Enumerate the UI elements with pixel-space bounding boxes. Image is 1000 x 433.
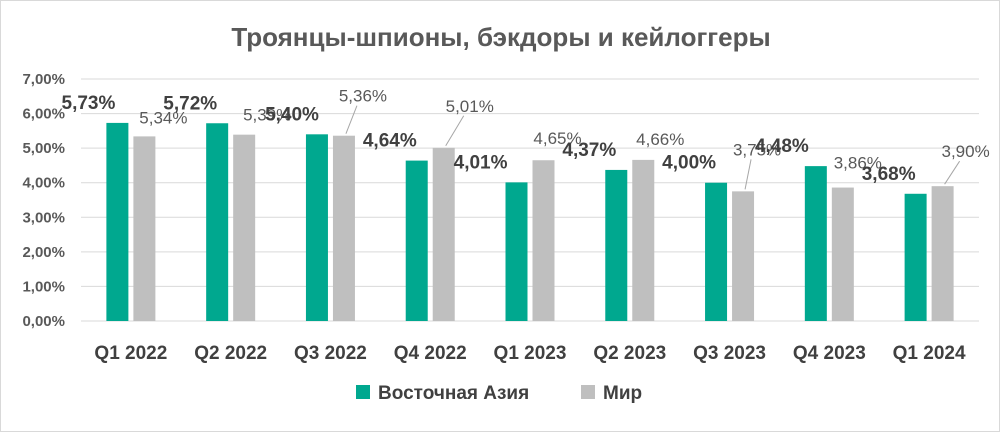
bar-world (532, 160, 555, 321)
x-tick-label: Q4 2023 (793, 343, 866, 364)
legend: Восточная Азия Мир (356, 383, 642, 404)
x-tick-label: Q2 2023 (593, 343, 666, 364)
x-axis: Q1 2022 Q2 2022 Q3 2022 Q4 2022 Q1 2023 Q2 20… (94, 343, 966, 364)
bar-east-asia (904, 193, 927, 321)
chart-title: Троянцы-шпионы, бэкдоры и кейлоггеры (231, 22, 770, 52)
bar-east-asia (505, 182, 528, 321)
bars (106, 122, 954, 321)
data-label-world: 3,86% (834, 154, 882, 173)
leader-line (744, 159, 752, 190)
y-tick-label: 1,00% (22, 278, 65, 295)
bar-world (732, 191, 755, 321)
bar-east-asia (305, 134, 328, 321)
x-tick-label: Q3 2023 (693, 343, 766, 364)
bar-world (432, 147, 455, 321)
bar-world (133, 136, 156, 321)
data-label-world: 3,90% (942, 142, 990, 161)
bar-east-asia (804, 166, 827, 321)
legend-label-world: Мир (603, 383, 642, 404)
bar-world (831, 187, 854, 321)
data-label-world: 3,75% (733, 140, 781, 159)
bar-east-asia (605, 169, 628, 321)
data-label-world: 5,01% (446, 97, 494, 116)
legend-swatch-east-asia (356, 385, 370, 399)
data-label-world: 4,65% (533, 129, 581, 148)
x-tick-label: Q1 2022 (94, 343, 167, 364)
data-label-east-asia: 4,01% (454, 152, 508, 173)
data-label-east-asia: 3,68% (862, 164, 916, 185)
bar-world (931, 186, 954, 321)
y-tick-label: 2,00% (22, 244, 65, 261)
data-label-east-asia: 4,48% (755, 136, 809, 157)
bar-world (332, 135, 355, 321)
x-tick-label: Q1 2024 (893, 343, 966, 364)
y-tick-label: 5,00% (22, 140, 65, 157)
leader-line (345, 105, 358, 134)
data-label-world: 5,34% (139, 108, 187, 127)
leader-line (445, 115, 465, 147)
data-label-east-asia: 5,40% (265, 104, 319, 125)
gridlines (81, 78, 979, 322)
y-tick-label: 6,00% (22, 106, 65, 123)
y-tick-label: 0,00% (22, 313, 65, 330)
legend-swatch-world (581, 385, 595, 399)
data-label-east-asia: 4,00% (662, 153, 716, 174)
bar-east-asia (705, 182, 728, 321)
data-label-east-asia: 5,72% (163, 93, 217, 114)
x-tick-label: Q3 2022 (294, 343, 367, 364)
bar-world (632, 159, 655, 321)
y-tick-label: 7,00% (22, 71, 65, 88)
bar-world (233, 134, 256, 321)
bar-east-asia (206, 123, 229, 321)
leader-line (944, 160, 961, 185)
data-label-east-asia: 4,37% (562, 140, 616, 161)
y-axis: 0,00% 1,00% 2,00% 3,00% 4,00% 5,00% 6,00% 7,00% (22, 71, 65, 330)
legend-label-east-asia: Восточная Азия (378, 383, 529, 404)
data-label-east-asia: 4,64% (363, 131, 417, 152)
x-tick-label: Q4 2022 (394, 343, 467, 364)
data-label-east-asia: 5,73% (62, 93, 116, 114)
x-tick-label: Q2 2022 (194, 343, 267, 364)
y-tick-label: 3,00% (22, 209, 65, 226)
bar-east-asia (106, 122, 129, 321)
data-labels: 5,73% 5,34%5,72% 5,39%5,40% 5,36% 4,64% 5,01%… (62, 87, 990, 190)
data-label-world: 4,66% (636, 130, 684, 149)
x-tick-label: Q1 2023 (494, 343, 567, 364)
bar-east-asia (405, 160, 428, 321)
data-label-world: 5,36% (339, 87, 387, 106)
data-label-world: 5,39% (243, 106, 291, 125)
y-tick-label: 4,00% (22, 175, 65, 192)
